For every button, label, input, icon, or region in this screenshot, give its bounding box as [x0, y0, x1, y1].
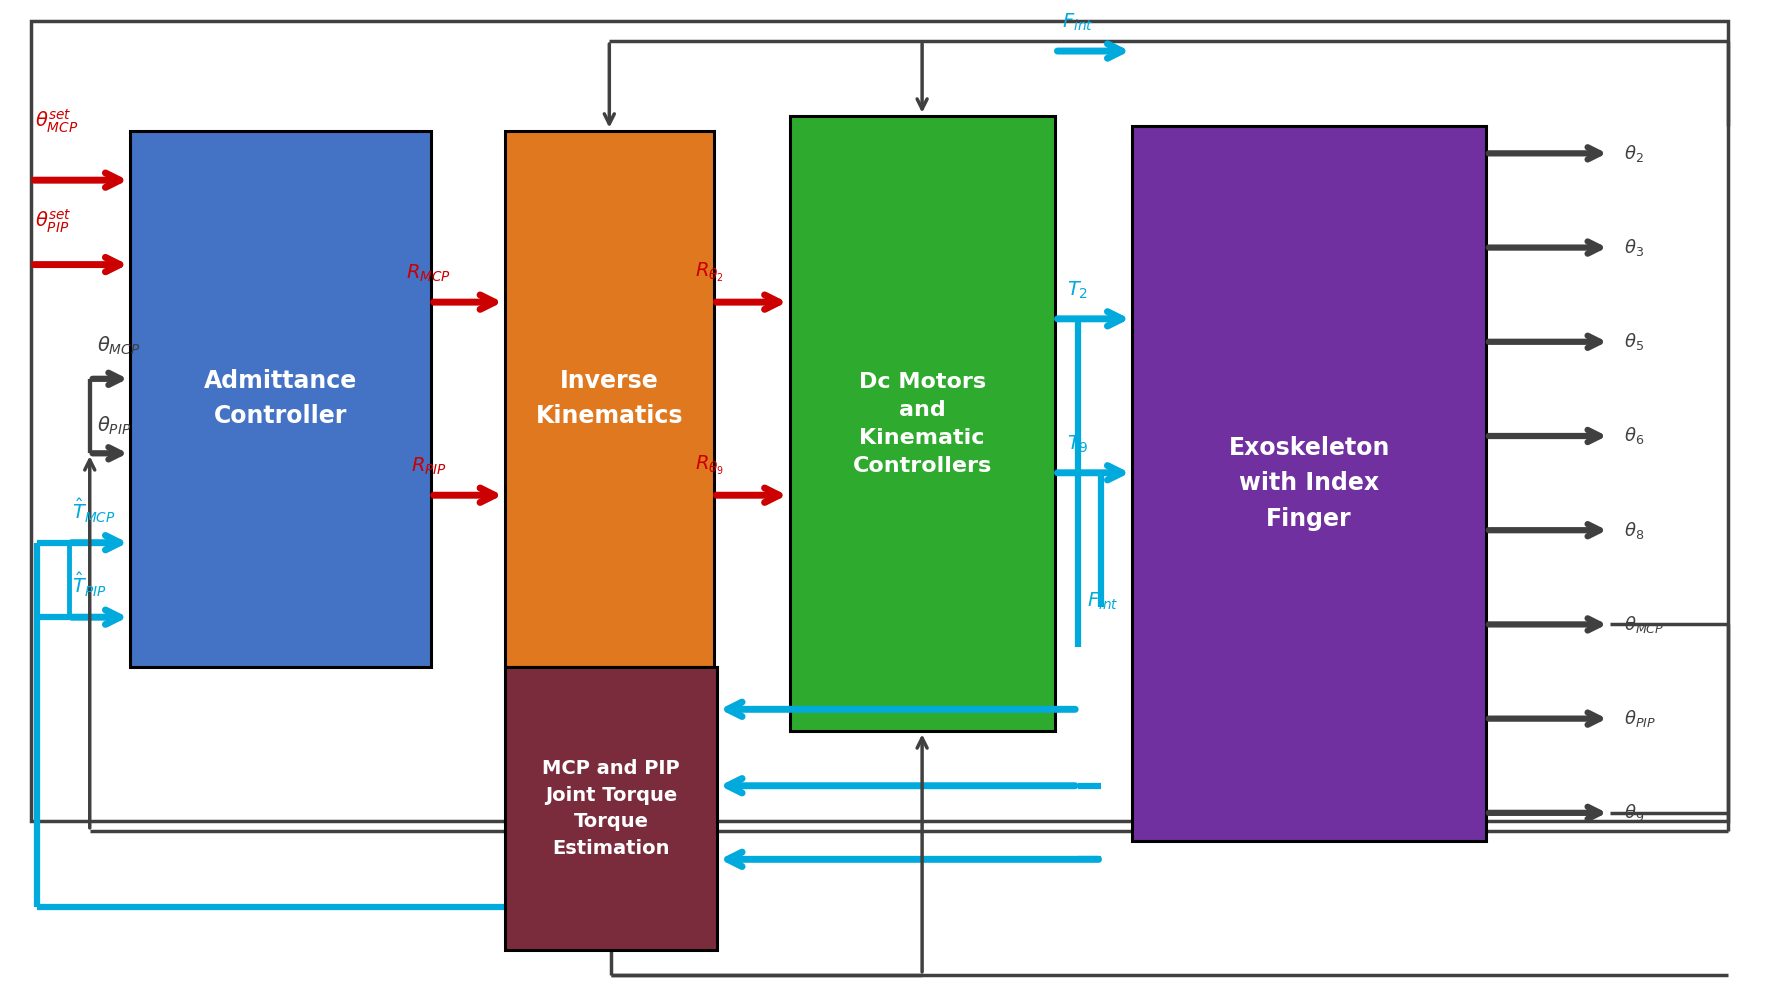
Text: $R_{\theta_2}$: $R_{\theta_2}$	[696, 261, 724, 284]
Text: $\theta_{MCP}$: $\theta_{MCP}$	[1623, 614, 1664, 634]
Text: $R_{PIP}$: $R_{PIP}$	[411, 456, 448, 477]
Text: $T_9$: $T_9$	[1067, 433, 1089, 455]
Text: $\theta_{MCP}$: $\theta_{MCP}$	[97, 335, 140, 357]
Text: $\hat{T}_{PIP}$: $\hat{T}_{PIP}$	[73, 571, 106, 600]
Text: $\theta_2$: $\theta_2$	[1623, 142, 1644, 164]
Text: $R_{\theta_9}$: $R_{\theta_9}$	[696, 454, 724, 477]
Text: $\theta_3$: $\theta_3$	[1623, 237, 1644, 258]
Text: $\theta_6$: $\theta_6$	[1623, 425, 1644, 446]
Text: $T_2$: $T_2$	[1067, 280, 1089, 301]
Text: $\theta_{MCP}^{set}$: $\theta_{MCP}^{set}$	[35, 109, 78, 135]
Text: $\theta_{PIP}$: $\theta_{PIP}$	[1623, 708, 1655, 729]
FancyBboxPatch shape	[504, 130, 713, 667]
FancyBboxPatch shape	[1133, 125, 1485, 841]
Text: $\theta_{PIP}^{set}$: $\theta_{PIP}^{set}$	[35, 207, 71, 235]
Text: $\theta_{PIP}$: $\theta_{PIP}$	[97, 415, 131, 437]
FancyBboxPatch shape	[789, 116, 1055, 731]
Text: $F_{int}$: $F_{int}$	[1062, 12, 1094, 33]
Text: Exoskeleton
with Index
Finger: Exoskeleton with Index Finger	[1228, 435, 1389, 531]
Text: MCP and PIP
Joint Torque
Torque
Estimation: MCP and PIP Joint Torque Torque Estimati…	[542, 759, 680, 858]
Text: $\hat{T}_{MCP}$: $\hat{T}_{MCP}$	[73, 497, 115, 525]
Text: Admittance
Controller: Admittance Controller	[204, 369, 358, 428]
Text: $F_{int}$: $F_{int}$	[1087, 591, 1119, 613]
Text: $R_{MCP}$: $R_{MCP}$	[405, 263, 451, 284]
Text: Inverse
Kinematics: Inverse Kinematics	[536, 369, 683, 428]
Text: $\theta_9$: $\theta_9$	[1623, 803, 1644, 824]
Text: $\theta_8$: $\theta_8$	[1623, 520, 1644, 541]
Text: $\theta_5$: $\theta_5$	[1623, 332, 1644, 353]
Text: Dc Motors
and
Kinematic
Controllers: Dc Motors and Kinematic Controllers	[853, 372, 991, 475]
FancyBboxPatch shape	[131, 130, 430, 667]
FancyBboxPatch shape	[504, 667, 717, 950]
